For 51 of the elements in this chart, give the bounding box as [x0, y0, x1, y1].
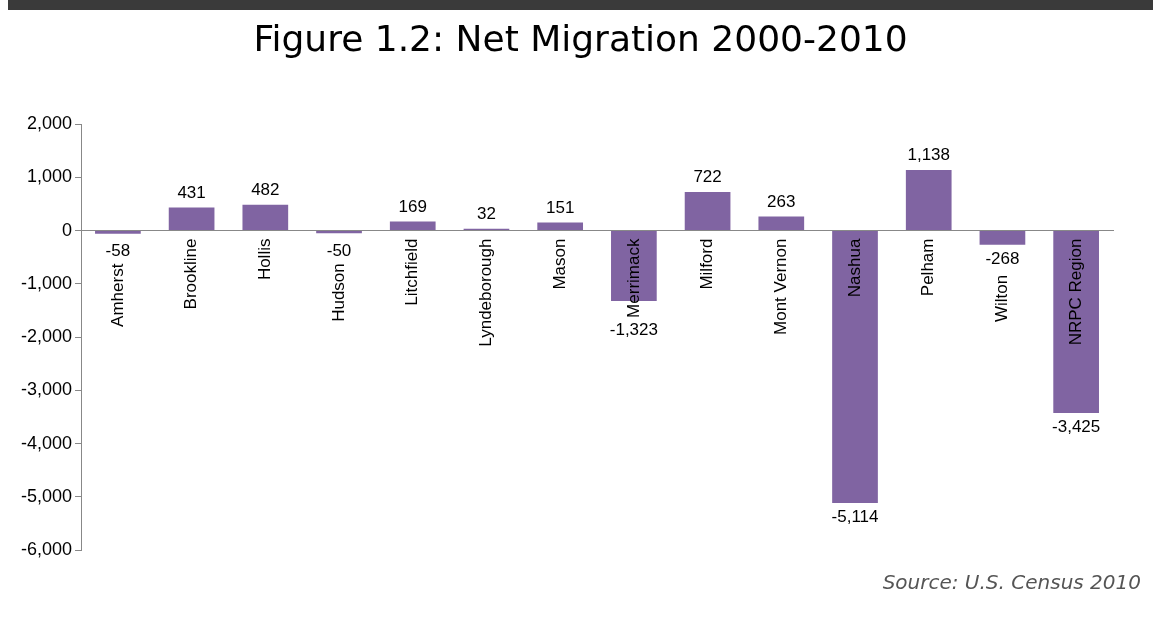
- data-label: 722: [693, 167, 722, 187]
- x-tick-label: Lyndeborough: [476, 238, 496, 347]
- x-tick-label: Litchfield: [402, 238, 422, 306]
- x-tick-label: Mont Vernon: [770, 238, 790, 335]
- bar: [979, 231, 1026, 245]
- y-tick-label: 0: [62, 219, 73, 240]
- y-tick-label: 2,000: [26, 112, 73, 133]
- bar: [758, 216, 805, 231]
- bar: [684, 192, 731, 231]
- bar: [316, 231, 362, 234]
- data-label: -3,425: [1052, 417, 1101, 437]
- data-label: 482: [251, 180, 280, 200]
- y-tick-label: -2,000: [20, 326, 73, 347]
- data-label: -5,114: [831, 507, 879, 527]
- x-tick-label: Nashua: [844, 238, 864, 298]
- x-tick-label: NRPC Region: [1065, 238, 1085, 346]
- x-tick-label: Milford: [697, 238, 717, 290]
- x-tick-label: Wilton: [992, 274, 1012, 323]
- y-tick-label: -1,000: [20, 272, 73, 293]
- bar: [832, 231, 878, 503]
- bar: [168, 207, 215, 231]
- x-tick-label: Brookline: [181, 238, 201, 310]
- chart-title: Figure 1.2: Net Migration 2000-2010: [252, 18, 909, 61]
- data-label: 151: [545, 197, 575, 217]
- source-note: Source: U.S. Census 2010: [881, 570, 1142, 594]
- y-tick-label: 1,000: [26, 166, 73, 187]
- data-label: 431: [177, 182, 206, 202]
- data-label: 1,138: [907, 145, 950, 165]
- data-label: -268: [985, 249, 1020, 269]
- y-tick-label: -4,000: [20, 432, 73, 453]
- x-tick-label: Merrimack: [623, 238, 643, 318]
- data-label: -58: [105, 240, 131, 260]
- x-tick-label: Hollis: [255, 238, 274, 281]
- data-label: 32: [476, 204, 496, 224]
- bar: [537, 222, 584, 231]
- data-label: -50: [326, 240, 352, 260]
- x-tick-label: Hudson: [328, 263, 348, 322]
- bar: [242, 204, 289, 231]
- x-tick-label: Mason: [549, 238, 569, 290]
- data-label: 263: [767, 191, 796, 211]
- bar: [1053, 231, 1099, 414]
- bar: [389, 221, 436, 231]
- data-label: 169: [398, 196, 427, 216]
- y-tick-label: -5,000: [20, 485, 73, 506]
- y-tick-label: -3,000: [20, 379, 73, 400]
- y-tick-label: -6,000: [20, 539, 73, 560]
- x-tick-label: Amherst: [107, 263, 127, 327]
- data-label: -1,323: [609, 320, 658, 340]
- bar: [905, 169, 952, 231]
- bar: [95, 231, 141, 234]
- x-tick-label: Pelham: [918, 238, 938, 297]
